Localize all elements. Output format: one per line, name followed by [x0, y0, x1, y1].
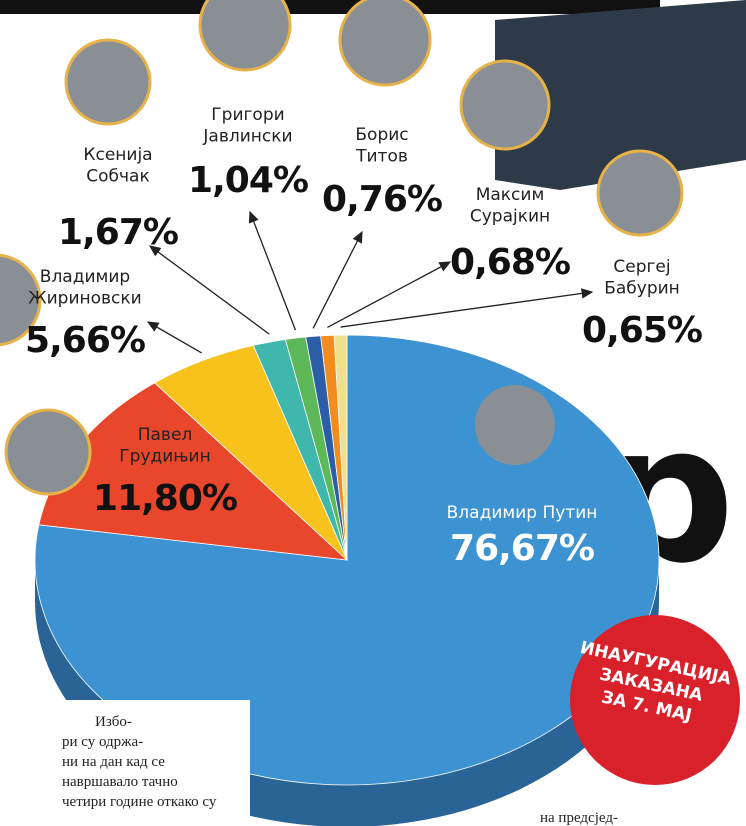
candidate-photo [459, 59, 551, 151]
candidate-name: Владимир Жириновски [28, 267, 141, 308]
data-label: 0,76% [322, 179, 442, 220]
badge: ИНАУГУРАЦИЈА ЗАКАЗАНА ЗА 7. МАЈ [570, 615, 740, 785]
leader-arrow [248, 210, 297, 331]
candidate-name: Ксенија Собчак [83, 145, 152, 186]
article-line: четири године откако су [62, 794, 217, 810]
pie-slice [333, 334, 348, 561]
data-label: 1,67% [58, 212, 178, 253]
badge-circle [570, 615, 740, 785]
leader-arrow [148, 245, 270, 335]
candidate-name: Владимир Путин [447, 503, 598, 523]
candidate-name: Максим Сурајкин [470, 185, 550, 226]
article-line: ри су одржа- [62, 734, 143, 750]
data-label: 11,80% [93, 478, 237, 519]
candidate-name: Сергеј Бабурин [604, 257, 680, 298]
top-strip [0, 0, 660, 14]
leader-arrow [327, 261, 452, 329]
leader-arrow [312, 230, 363, 329]
data-label: 5,66% [25, 320, 145, 361]
data-label: 0,65% [582, 310, 702, 351]
candidate-photo [338, 0, 432, 87]
candidate-photo [0, 253, 42, 347]
article-line: ни на дан кад се [62, 754, 165, 770]
candidate-photo [198, 0, 292, 72]
leader-arrow [146, 321, 202, 354]
labels: Владимир Путин 76,67% Павел Грудињин 11,80% В… [0, 0, 703, 569]
candidate-photo [596, 149, 684, 237]
article-line: навршавало тачно [62, 774, 178, 790]
article-bg [0, 700, 250, 826]
article-line: Избо- [95, 714, 132, 730]
candidate-name: Григори Јавлински [202, 105, 292, 146]
candidate-name: Павел Грудињин [119, 425, 210, 466]
candidate-photo [475, 385, 555, 465]
candidate-name: Борис Титов [355, 125, 409, 166]
candidate-photo [4, 408, 92, 496]
candidate-photo [64, 38, 152, 126]
article-line: на предсјед- [540, 810, 618, 826]
photo-background [495, 0, 746, 190]
leader-arrow [340, 288, 594, 328]
data-label: 1,04% [188, 160, 308, 201]
data-label: 76,67% [450, 528, 594, 569]
data-label: 0,68% [450, 242, 570, 283]
